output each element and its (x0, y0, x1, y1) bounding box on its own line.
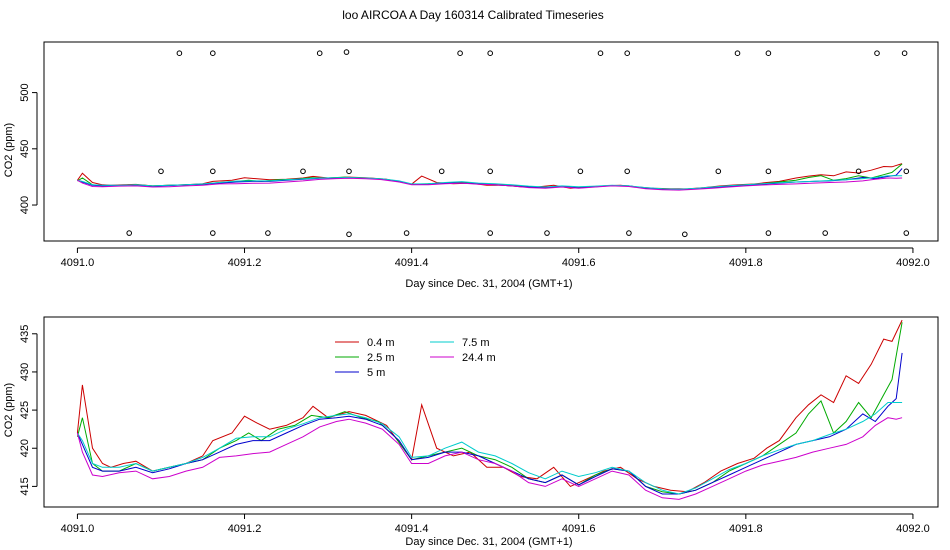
calibration-marker-high (597, 50, 604, 57)
calibration-marker-high (624, 50, 631, 57)
top-x-axis-label: Day since Dec. 31, 2004 (GMT+1) (405, 278, 572, 290)
calibration-marker-low (765, 230, 772, 236)
top-series-line-5-m (77, 168, 903, 190)
bottom-x-tick-label: 4091.8 (729, 523, 763, 535)
calibration-marker-high (316, 50, 323, 57)
calibration-marker-high (734, 50, 741, 57)
bottom-y-tick-label: 425 (19, 401, 31, 419)
top-y-tick-label: 400 (19, 196, 31, 214)
top-y-axis-label: CO2 (ppm) (3, 123, 15, 177)
calibration-marker-high (765, 50, 772, 57)
legend-label-24-4-m: 24.4 m (462, 352, 496, 364)
calibration-marker-high (343, 49, 350, 55)
bottom-plot-frame (43, 316, 939, 508)
calibration-marker-low (487, 230, 494, 236)
calibration-marker-low (126, 230, 132, 236)
calibration-marker-high (210, 50, 216, 57)
bottom-y-tick-label: 430 (19, 363, 31, 381)
calibration-marker-high (176, 50, 183, 57)
bottom-series-line-7-5-m (76, 402, 903, 495)
bottom-series-line-2-5-m (76, 322, 903, 495)
calibration-marker-low (210, 230, 216, 236)
bottom-series-line-0-4-m (76, 319, 903, 493)
legend-label-0-4-m: 0.4 m (367, 337, 395, 349)
calibration-marker-mid (487, 168, 494, 175)
calibration-marker-mid (438, 168, 445, 175)
bottom-x-tick-label: 4091.6 (562, 523, 596, 535)
top-y-tick-label: 450 (19, 140, 31, 158)
bottom-y-axis-label: CO2 (ppm) (3, 383, 15, 437)
top-panel-calibration-plot: 4091.0 4091.2 4091.4 4091.6 4091.8 4092.0 400… (3, 41, 939, 290)
bottom-panel-timeseries-plot: 4091.0 4091.2 4091.4 4091.6 4091.8 4092.0 415… (3, 316, 939, 548)
top-calibration-markers (126, 49, 910, 238)
bottom-series-lines (76, 319, 903, 500)
calibration-marker-low (265, 230, 271, 236)
top-series-line-24-4-m (77, 177, 903, 191)
calibration-marker-mid (624, 168, 631, 175)
calibration-marker-low (403, 230, 410, 236)
bottom-x-axis-label: Day since Dec. 31, 2004 (GMT+1) (405, 536, 572, 548)
calibration-marker-mid (577, 168, 584, 175)
legend-label-5-m: 5 m (367, 367, 385, 379)
top-x-tick-label: 4091.6 (562, 257, 596, 269)
bottom-y-tick-label: 420 (19, 439, 31, 457)
top-x-tick-label: 4091.4 (395, 257, 429, 269)
calibration-marker-mid (346, 168, 352, 175)
bottom-x-tick-label: 4091.2 (228, 523, 262, 535)
calibration-marker-low (626, 230, 632, 236)
calibration-marker-high (457, 50, 463, 57)
figure-title: loo AIRCOA A Day 160314 Calibrated Times… (342, 8, 603, 22)
bottom-x-tick-label: 4092.0 (896, 523, 930, 535)
calibration-marker-high (487, 50, 494, 57)
calibration-marker-mid (300, 168, 306, 175)
top-x-tick-label: 4091.8 (729, 257, 763, 269)
top-series-lines (76, 163, 903, 191)
calibration-marker-low (346, 231, 352, 238)
calibration-marker-high (874, 50, 880, 57)
bottom-x-tick-label: 4091.0 (61, 523, 95, 535)
bottom-legend: 0.4 m 2.5 m 5 m 7.5 m 24.4 m (335, 337, 496, 379)
calibration-marker-low (903, 230, 910, 236)
bottom-x-tick-label: 4091.4 (395, 523, 429, 535)
calibration-marker-low (544, 230, 550, 236)
calibration-marker-low (682, 231, 688, 238)
top-x-tick-label: 4091.2 (228, 257, 262, 269)
top-plot-frame (43, 41, 939, 242)
legend-label-2-5-m: 2.5 m (367, 352, 395, 364)
calibration-marker-mid (765, 168, 772, 175)
top-x-tick-label: 4092.0 (896, 257, 930, 269)
bottom-y-tick-label: 435 (19, 325, 31, 343)
bottom-x-axis: 4091.0 4091.2 4091.4 4091.6 4091.8 4092.0 (61, 513, 930, 535)
bottom-y-tick-label: 415 (19, 477, 31, 495)
top-y-tick-label: 500 (19, 83, 31, 101)
calibration-marker-high (901, 50, 908, 57)
calibration-marker-low (822, 230, 829, 236)
legend-label-7-5-m: 7.5 m (462, 337, 490, 349)
top-y-axis: 400 450 500 (19, 83, 38, 214)
top-x-tick-label: 4091.0 (61, 257, 95, 269)
bottom-y-axis: 415 420 425 430 435 (19, 325, 38, 496)
bottom-series-line-24-4-m (76, 417, 903, 500)
calibration-marker-mid (855, 168, 862, 175)
calibration-marker-mid (715, 168, 722, 175)
top-series-line-7-5-m (77, 175, 903, 190)
calibration-marker-mid (210, 168, 216, 175)
top-x-axis: 4091.0 4091.2 4091.4 4091.6 4091.8 4092.0 (61, 247, 930, 269)
bottom-series-line-5-m (76, 352, 903, 495)
calibration-marker-mid (158, 168, 164, 175)
calibration-marker-mid (903, 168, 910, 175)
